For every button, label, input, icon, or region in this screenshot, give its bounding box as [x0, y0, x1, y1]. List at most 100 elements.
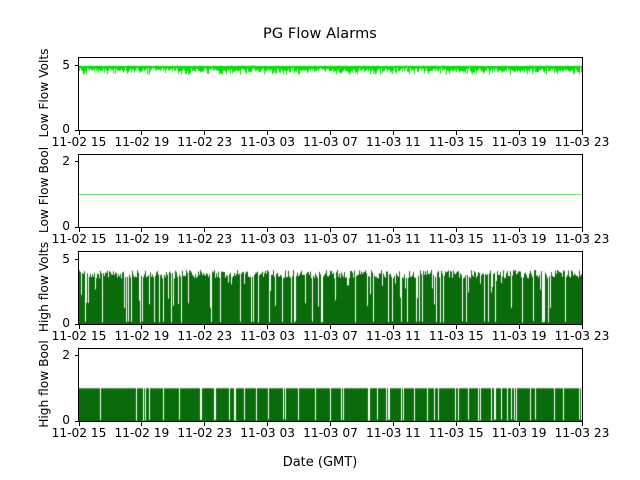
x-tick-mark-2-8 [581, 325, 583, 329]
x-tick-label-0-2: 11-02 23 [177, 135, 233, 149]
x-tick-mark-2-0 [78, 325, 80, 329]
x-tick-label-1-6: 11-03 15 [428, 232, 484, 246]
x-tick-label-2-5: 11-03 11 [365, 329, 421, 343]
plot-panel-1 [78, 154, 583, 228]
x-tick-label-0-0: 11-02 15 [51, 135, 107, 149]
y-tick-mark-1-1 [74, 161, 78, 163]
chart-title: PG Flow Alarms [263, 26, 377, 42]
x-tick-mark-3-1 [141, 422, 143, 426]
plot-area-0 [79, 58, 582, 130]
x-tick-mark-0-3 [267, 131, 269, 135]
x-tick-label-3-0: 11-02 15 [51, 426, 107, 440]
x-tick-label-2-6: 11-03 15 [428, 329, 484, 343]
y-tick-label-1-1: 2 [62, 153, 70, 168]
y-tick-mark-0-1 [74, 65, 78, 67]
x-tick-label-0-6: 11-03 15 [428, 135, 484, 149]
x-tick-label-0-8: 11-03 23 [554, 135, 610, 149]
x-tick-mark-1-5 [392, 228, 394, 232]
series-canvas-2 [79, 252, 582, 324]
x-tick-mark-1-8 [581, 228, 583, 232]
x-tick-mark-2-3 [267, 325, 269, 329]
y-tick-mark-2-0 [74, 323, 78, 325]
x-tick-label-1-7: 11-03 19 [491, 232, 547, 246]
x-tick-label-3-8: 11-03 23 [554, 426, 610, 440]
x-tick-mark-3-5 [392, 422, 394, 426]
plot-panel-3 [78, 348, 583, 422]
x-tick-mark-0-2 [204, 131, 206, 135]
y-tick-label-2-1: 5 [62, 251, 70, 266]
x-tick-mark-2-1 [141, 325, 143, 329]
y-tick-label-2-0: 0 [62, 316, 70, 330]
x-tick-label-3-6: 11-03 15 [428, 426, 484, 440]
series-canvas-3 [79, 349, 582, 421]
x-tick-mark-1-3 [267, 228, 269, 232]
y-axis-label-3: High flow Bool [37, 340, 51, 428]
y-tick-label-0-0: 0 [62, 122, 70, 136]
x-tick-mark-2-5 [392, 325, 394, 329]
x-tick-label-1-2: 11-02 23 [177, 232, 233, 246]
y-tick-mark-3-0 [74, 420, 78, 422]
x-tick-label-3-1: 11-02 19 [114, 426, 170, 440]
x-tick-label-3-4: 11-03 07 [303, 426, 358, 440]
x-tick-mark-1-1 [141, 228, 143, 232]
y-tick-mark-0-0 [74, 129, 78, 131]
x-tick-label-1-8: 11-03 23 [554, 232, 610, 246]
x-tick-label-2-2: 11-02 23 [177, 329, 233, 343]
series-line-1 [79, 193, 582, 195]
x-tick-label-2-8: 11-03 23 [554, 329, 610, 343]
x-tick-label-2-4: 11-03 07 [303, 329, 358, 343]
x-tick-label-1-4: 11-03 07 [303, 232, 358, 246]
x-tick-mark-0-4 [330, 131, 332, 135]
x-tick-mark-0-1 [141, 131, 143, 135]
x-tick-label-1-3: 11-03 03 [240, 232, 296, 246]
x-tick-label-3-3: 11-03 03 [240, 426, 296, 440]
y-tick-mark-2-1 [74, 259, 78, 261]
x-tick-mark-0-5 [392, 131, 394, 135]
y-tick-label-0-1: 5 [62, 57, 70, 72]
x-tick-label-1-5: 11-03 11 [365, 232, 421, 246]
x-tick-mark-0-0 [78, 131, 80, 135]
x-tick-label-2-3: 11-03 03 [240, 329, 296, 343]
x-axis-label: Date (GMT) [282, 455, 358, 470]
x-tick-mark-1-7 [518, 228, 520, 232]
x-tick-mark-2-2 [204, 325, 206, 329]
x-tick-mark-2-7 [518, 325, 520, 329]
x-tick-mark-3-7 [518, 422, 520, 426]
series-canvas-0 [79, 58, 582, 130]
x-tick-label-1-0: 11-02 15 [51, 232, 107, 246]
x-tick-mark-2-6 [455, 325, 457, 329]
x-tick-mark-3-8 [581, 422, 583, 426]
x-tick-label-0-5: 11-03 11 [365, 135, 421, 149]
y-tick-mark-1-0 [74, 226, 78, 228]
x-tick-label-2-7: 11-03 19 [491, 329, 547, 343]
x-tick-mark-1-6 [455, 228, 457, 232]
x-tick-mark-1-0 [78, 228, 80, 232]
plot-panel-0 [78, 57, 583, 131]
y-tick-label-1-0: 0 [62, 219, 70, 233]
plot-area-1 [79, 155, 582, 227]
x-tick-label-3-2: 11-02 23 [177, 426, 233, 440]
x-tick-label-0-1: 11-02 19 [114, 135, 170, 149]
x-tick-label-2-1: 11-02 19 [114, 329, 170, 343]
x-tick-mark-3-4 [330, 422, 332, 426]
x-tick-label-2-0: 11-02 15 [51, 329, 107, 343]
x-tick-label-1-1: 11-02 19 [114, 232, 170, 246]
x-tick-mark-3-3 [267, 422, 269, 426]
x-tick-mark-2-4 [330, 325, 332, 329]
plot-panel-2 [78, 251, 583, 325]
x-tick-label-3-7: 11-03 19 [491, 426, 547, 440]
x-tick-mark-3-2 [204, 422, 206, 426]
x-tick-label-0-3: 11-03 03 [240, 135, 296, 149]
x-tick-mark-3-6 [455, 422, 457, 426]
plot-area-2 [79, 252, 582, 324]
x-tick-label-0-7: 11-03 19 [491, 135, 547, 149]
x-tick-label-3-5: 11-03 11 [365, 426, 421, 440]
x-tick-mark-1-4 [330, 228, 332, 232]
x-tick-mark-3-0 [78, 422, 80, 426]
x-tick-label-0-4: 11-03 07 [303, 135, 358, 149]
x-tick-mark-0-8 [581, 131, 583, 135]
y-tick-label-3-1: 2 [62, 347, 70, 362]
plot-area-3 [79, 349, 582, 421]
y-tick-label-3-0: 0 [62, 413, 70, 427]
